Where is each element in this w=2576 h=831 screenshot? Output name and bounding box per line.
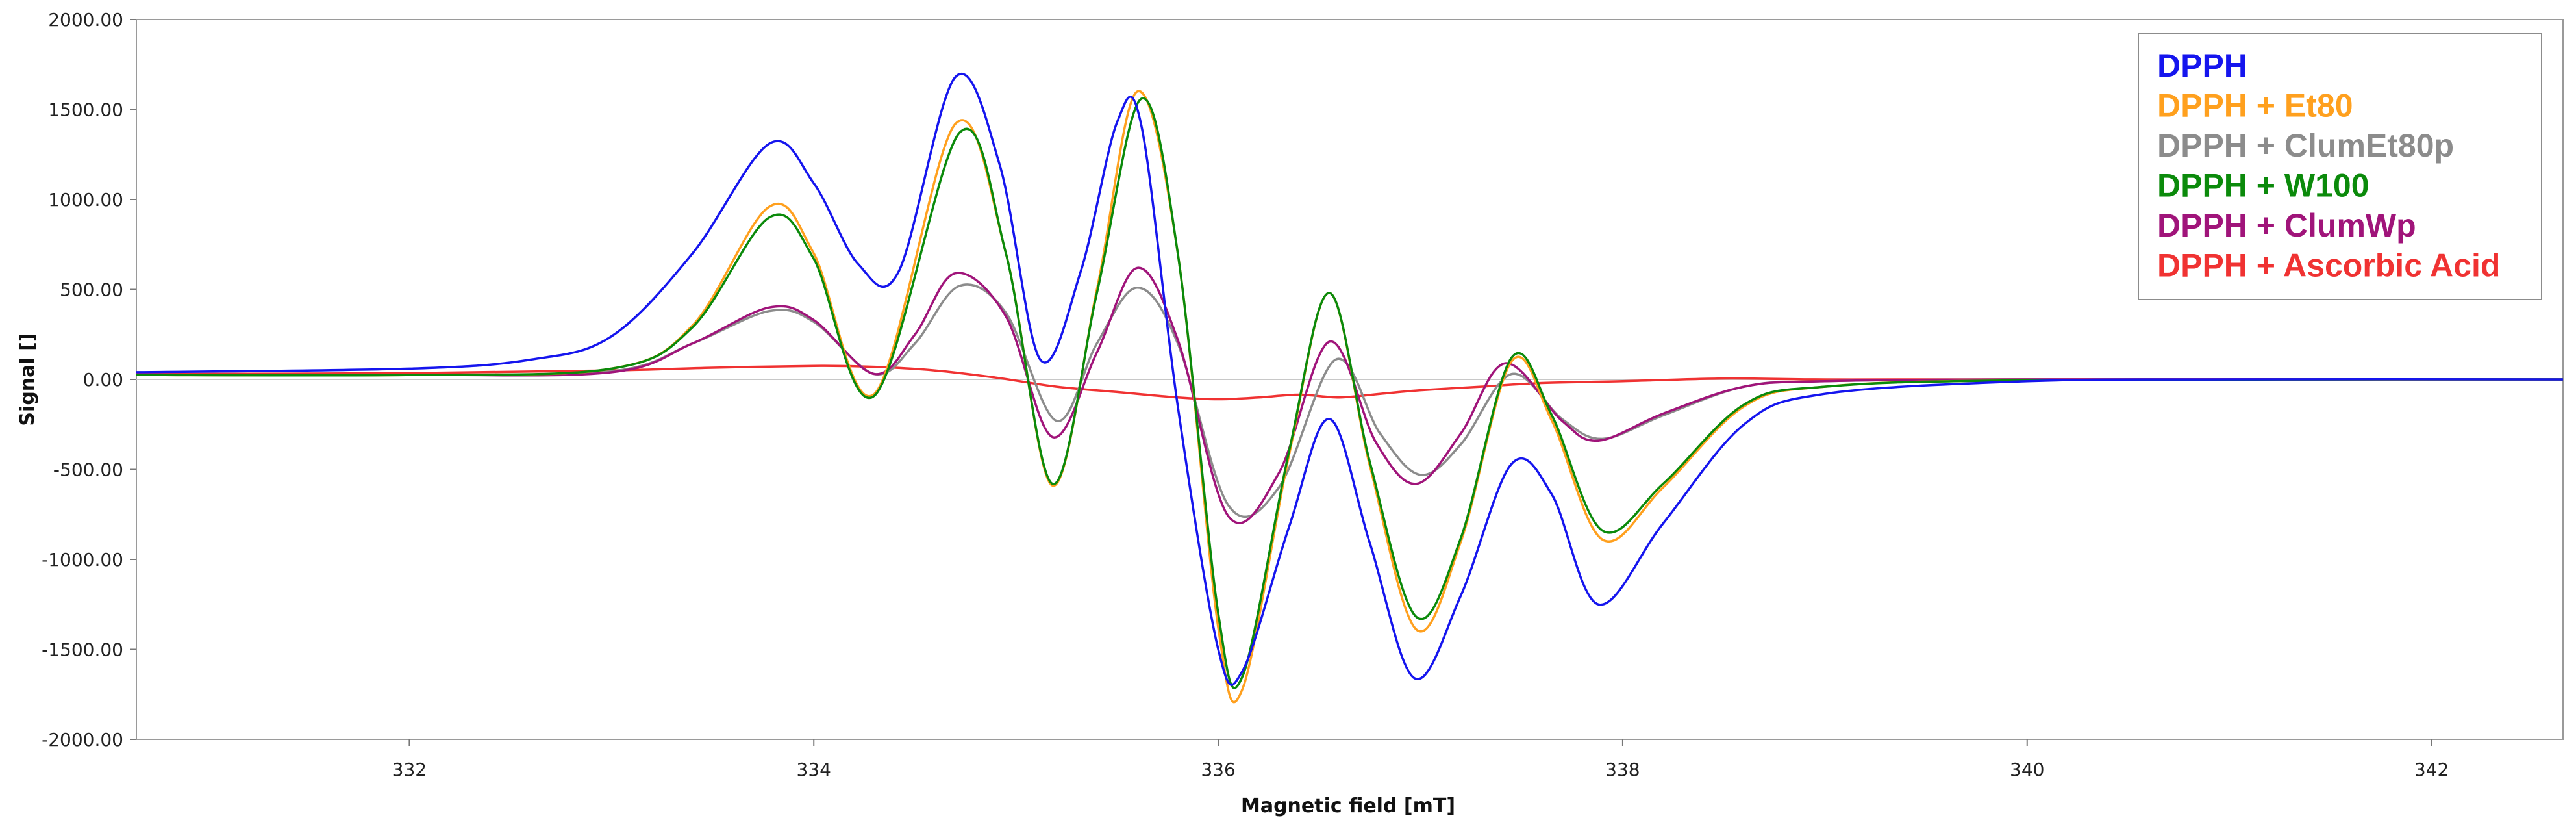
x-tick-label: 340 (2010, 759, 2044, 780)
series-line-1 (136, 90, 2564, 704)
x-tick-label: 332 (392, 759, 427, 780)
y-tick-label: 1000.00 (48, 189, 123, 211)
x-tick-label: 338 (1605, 759, 1640, 780)
x-tick-label: 334 (797, 759, 831, 780)
x-axis-ticks: 332 334 336 338 340 342 (392, 739, 2449, 780)
x-tick-label: 336 (1201, 759, 1235, 780)
legend-box (2138, 33, 2542, 300)
series-line-3 (136, 97, 2564, 689)
y-tick-label: -1500.00 (42, 639, 123, 661)
y-tick-label: 500.00 (60, 279, 123, 301)
series-layer (136, 72, 2564, 704)
y-tick-label: -2000.00 (42, 729, 123, 750)
y-tick-label: 1500.00 (48, 99, 123, 121)
legend-entry-0: DPPH (2157, 47, 2247, 84)
y-tick-label: -500.00 (53, 459, 123, 481)
legend-entry-1: DPPH + Et80 (2157, 88, 2353, 124)
legend-entry-4: DPPH + ClumWp (2157, 207, 2416, 244)
y-axis-title: Signal [] (16, 333, 39, 426)
y-tick-label: 0.00 (83, 369, 123, 390)
y-axis-ticks: 2000.00 1500.00 1000.00 500.00 0.00 -500.00 -1… (42, 9, 136, 750)
x-tick-label: 342 (2414, 759, 2449, 780)
y-tick-label: -1000.00 (42, 549, 123, 570)
x-axis-title: Magnetic field [mT] (1241, 795, 1455, 817)
legend-entry-5: DPPH + Ascorbic Acid (2157, 248, 2500, 284)
y-tick-label: 2000.00 (48, 9, 123, 31)
legend-entry-3: DPPH + W100 (2157, 168, 2370, 204)
series-line-4 (136, 266, 2564, 524)
legend-entry-2: DPPH + ClumEt80p (2157, 127, 2454, 164)
series-line-2 (136, 283, 2564, 518)
series-line-0 (136, 72, 2564, 686)
series-line-5 (136, 364, 2563, 401)
